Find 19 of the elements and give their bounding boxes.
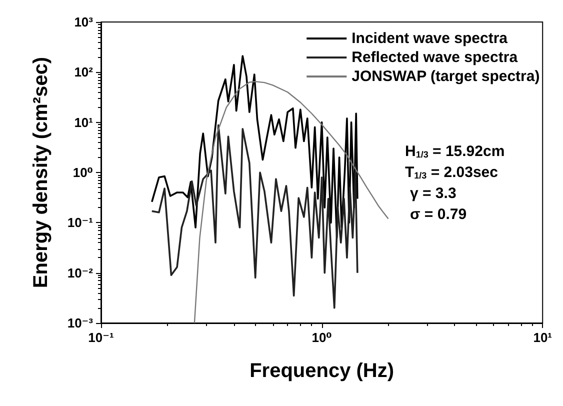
y-axis-title: Energy density (cm²sec)	[30, 56, 52, 288]
legend-label: Reflected wave spectra	[352, 49, 518, 66]
x-axis-title: Frequency (Hz)	[250, 360, 394, 382]
legend-label: Incident wave spectra	[352, 30, 508, 47]
legend-label: JONSWAP (target spectra)	[352, 68, 540, 85]
y-tick-label: 10⁻²	[67, 265, 94, 280]
x-tick-label: 10¹	[533, 330, 552, 345]
y-tick-label: 10²	[74, 64, 94, 80]
annotation: H1/3 = 15.92cm	[405, 143, 505, 160]
x-tick-label: 10⁰	[312, 330, 332, 345]
annotation: σ = 0.79	[410, 206, 467, 223]
y-tick-label: 10⁻¹	[67, 215, 93, 230]
annotation: T1/3 = 2.03sec	[405, 164, 498, 181]
annotation: γ = 3.3	[410, 185, 456, 202]
y-tick-label: 10⁻³	[67, 316, 94, 330]
x-tick-label: 10⁻¹	[88, 330, 114, 345]
y-tick-label: 10¹	[74, 114, 93, 130]
y-tick-label: 10³	[74, 14, 94, 30]
y-tick-label: 10⁰	[72, 165, 94, 180]
